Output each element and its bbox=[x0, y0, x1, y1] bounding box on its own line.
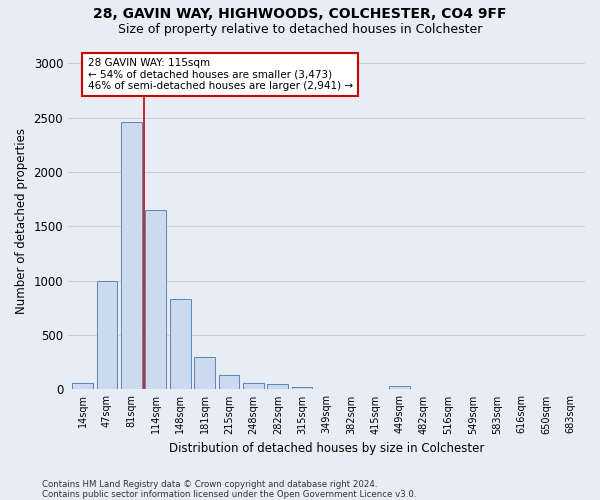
X-axis label: Distribution of detached houses by size in Colchester: Distribution of detached houses by size … bbox=[169, 442, 484, 455]
Bar bbox=[97, 280, 118, 390]
Bar bbox=[170, 299, 191, 390]
Bar bbox=[268, 384, 288, 390]
Bar bbox=[389, 386, 410, 390]
Text: 28 GAVIN WAY: 115sqm
← 54% of detached houses are smaller (3,473)
46% of semi-de: 28 GAVIN WAY: 115sqm ← 54% of detached h… bbox=[88, 58, 353, 91]
Bar bbox=[121, 122, 142, 390]
Bar bbox=[243, 384, 264, 390]
Bar bbox=[194, 357, 215, 390]
Text: 28, GAVIN WAY, HIGHWOODS, COLCHESTER, CO4 9FF: 28, GAVIN WAY, HIGHWOODS, COLCHESTER, CO… bbox=[93, 8, 507, 22]
Y-axis label: Number of detached properties: Number of detached properties bbox=[15, 128, 28, 314]
Text: Size of property relative to detached houses in Colchester: Size of property relative to detached ho… bbox=[118, 22, 482, 36]
Text: Contains public sector information licensed under the Open Government Licence v3: Contains public sector information licen… bbox=[42, 490, 416, 499]
Bar bbox=[145, 210, 166, 390]
Bar bbox=[218, 376, 239, 390]
Bar bbox=[73, 383, 93, 390]
Text: Contains HM Land Registry data © Crown copyright and database right 2024.: Contains HM Land Registry data © Crown c… bbox=[42, 480, 377, 489]
Bar bbox=[292, 388, 313, 390]
